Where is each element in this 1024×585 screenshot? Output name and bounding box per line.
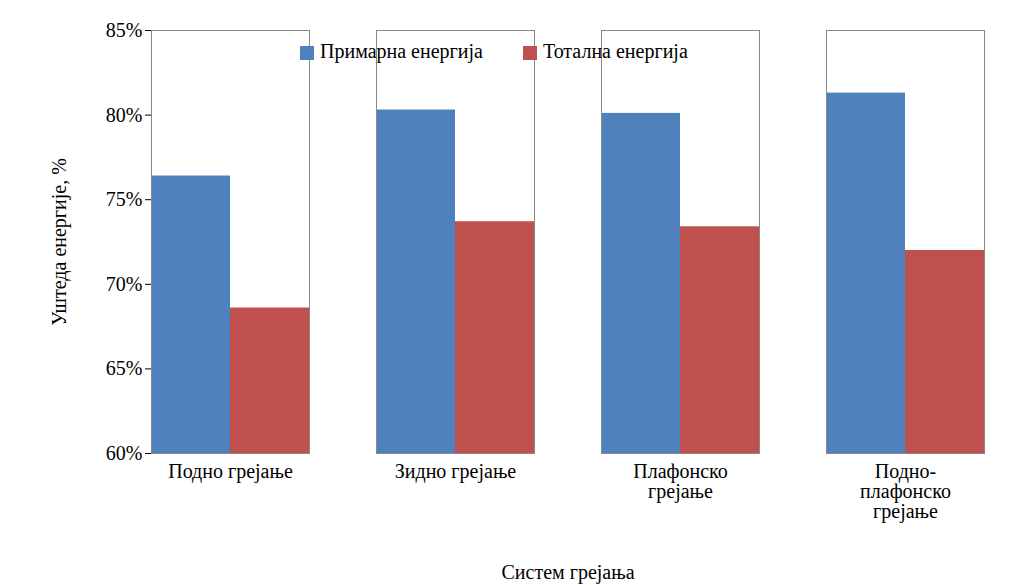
svg-text:70%: 70% [106, 273, 143, 295]
html-text:Тотална енергија: Тотална енергија [542, 40, 688, 62]
svg-text:85%: 85% [106, 19, 143, 41]
svg-text:60%: 60% [106, 442, 143, 464]
svg-text:Зидно грејање: Зидно грејање [395, 460, 517, 483]
svg-text:Уштеда енергије, %: Уштеда енергије, % [48, 158, 71, 326]
svg-text:Подно грејање: Подно грејање [168, 460, 293, 483]
svg-text:Подно-плафонскогрејање: Подно-плафонскогрејање [860, 460, 951, 523]
svg-text:80%: 80% [106, 104, 143, 126]
svg-text:75%: 75% [106, 188, 143, 210]
svg-text:Плафонскогрејање: Плафонскогрејање [633, 460, 728, 503]
svg-text:Систем грејања: Систем грејања [501, 561, 634, 584]
svg-text:65%: 65% [106, 357, 143, 379]
html-text:Примарна енергија: Примарна енергија [320, 40, 483, 62]
